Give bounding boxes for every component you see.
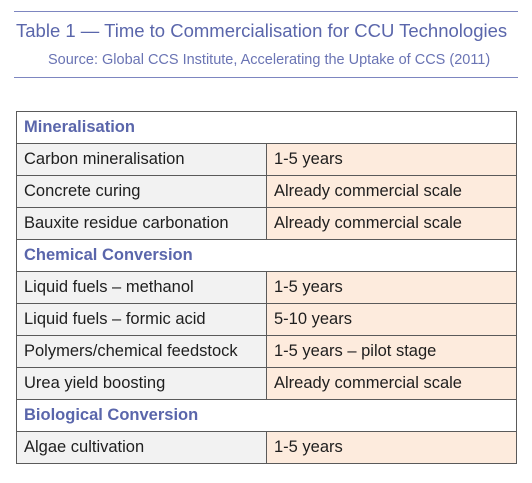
top-rule: [14, 11, 518, 12]
time-cell: Already commercial scale: [266, 175, 517, 208]
technology-cell: Liquid fuels – methanol: [16, 271, 267, 304]
category-chemical-conversion: Chemical Conversion: [16, 239, 517, 272]
table-row: Algae cultivation 1-5 years: [16, 431, 517, 464]
time-cell: Already commercial scale: [266, 207, 517, 240]
category-row: Biological Conversion: [16, 399, 517, 432]
category-biological-conversion: Biological Conversion: [16, 399, 517, 432]
category-row: Chemical Conversion: [16, 239, 517, 272]
bottom-rule: [14, 77, 518, 78]
category-mineralisation: Mineralisation: [16, 111, 517, 144]
technology-cell: Urea yield boosting: [16, 367, 267, 400]
technology-cell: Liquid fuels – formic acid: [16, 303, 267, 336]
table-row: Concrete curing Already commercial scale: [16, 175, 517, 208]
ccu-commercialisation-table: Mineralisation Carbon mineralisation 1-5…: [16, 111, 517, 464]
technology-cell: Carbon mineralisation: [16, 143, 267, 176]
technology-cell: Algae cultivation: [16, 431, 267, 464]
time-cell: Already commercial scale: [266, 367, 517, 400]
table-row: Liquid fuels – formic acid 5-10 years: [16, 303, 517, 336]
time-cell: 1-5 years: [266, 431, 517, 464]
technology-cell: Concrete curing: [16, 175, 267, 208]
technology-cell: Bauxite residue carbonation: [16, 207, 267, 240]
category-row: Mineralisation: [16, 111, 517, 144]
table-row: Carbon mineralisation 1-5 years: [16, 143, 517, 176]
table-row: Liquid fuels – methanol 1-5 years: [16, 271, 517, 304]
table-title: Table 1 — Time to Commercialisation for …: [16, 20, 508, 41]
table-row: Urea yield boosting Already commercial s…: [16, 367, 517, 400]
table-source: Source: Global CCS Institute, Accelerati…: [48, 52, 491, 68]
table-row: Bauxite residue carbonation Already comm…: [16, 207, 517, 240]
time-cell: 1-5 years: [266, 143, 517, 176]
table-row: Polymers/chemical feedstock 1-5 years – …: [16, 335, 517, 368]
technology-cell: Polymers/chemical feedstock: [16, 335, 267, 368]
time-cell: 1-5 years – pilot stage: [266, 335, 517, 368]
time-cell: 5-10 years: [266, 303, 517, 336]
time-cell: 1-5 years: [266, 271, 517, 304]
